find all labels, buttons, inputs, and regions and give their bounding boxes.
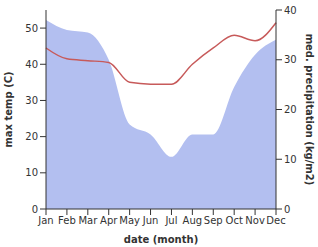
svg-text:20: 20 [284, 104, 297, 115]
svg-text:40: 40 [284, 5, 297, 16]
svg-text:Oct: Oct [226, 215, 243, 226]
svg-text:0: 0 [284, 204, 290, 215]
svg-text:date (month): date (month) [124, 234, 198, 245]
svg-text:Dec: Dec [266, 215, 285, 226]
svg-text:20: 20 [25, 131, 38, 142]
svg-text:Feb: Feb [58, 215, 76, 226]
svg-text:40: 40 [25, 59, 38, 70]
svg-text:Jun: Jun [142, 215, 159, 226]
svg-text:10: 10 [284, 154, 297, 165]
svg-text:Sep: Sep [204, 215, 223, 226]
svg-text:med. precipitation (kg/m2): med. precipitation (kg/m2) [304, 34, 310, 186]
svg-text:Jul: Jul [164, 215, 177, 226]
svg-text:Mar: Mar [78, 215, 98, 226]
svg-text:30: 30 [25, 95, 38, 106]
svg-text:max temp (C): max temp (C) [8, 71, 14, 147]
svg-text:May: May [119, 215, 140, 226]
svg-text:0: 0 [32, 204, 38, 215]
svg-text:10: 10 [25, 167, 38, 178]
svg-text:30: 30 [284, 54, 297, 65]
svg-text:Apr: Apr [100, 215, 118, 226]
svg-text:Aug: Aug [183, 215, 203, 226]
svg-text:Nov: Nov [245, 215, 265, 226]
svg-text:Jan: Jan [37, 215, 53, 226]
svg-text:50: 50 [25, 23, 38, 34]
